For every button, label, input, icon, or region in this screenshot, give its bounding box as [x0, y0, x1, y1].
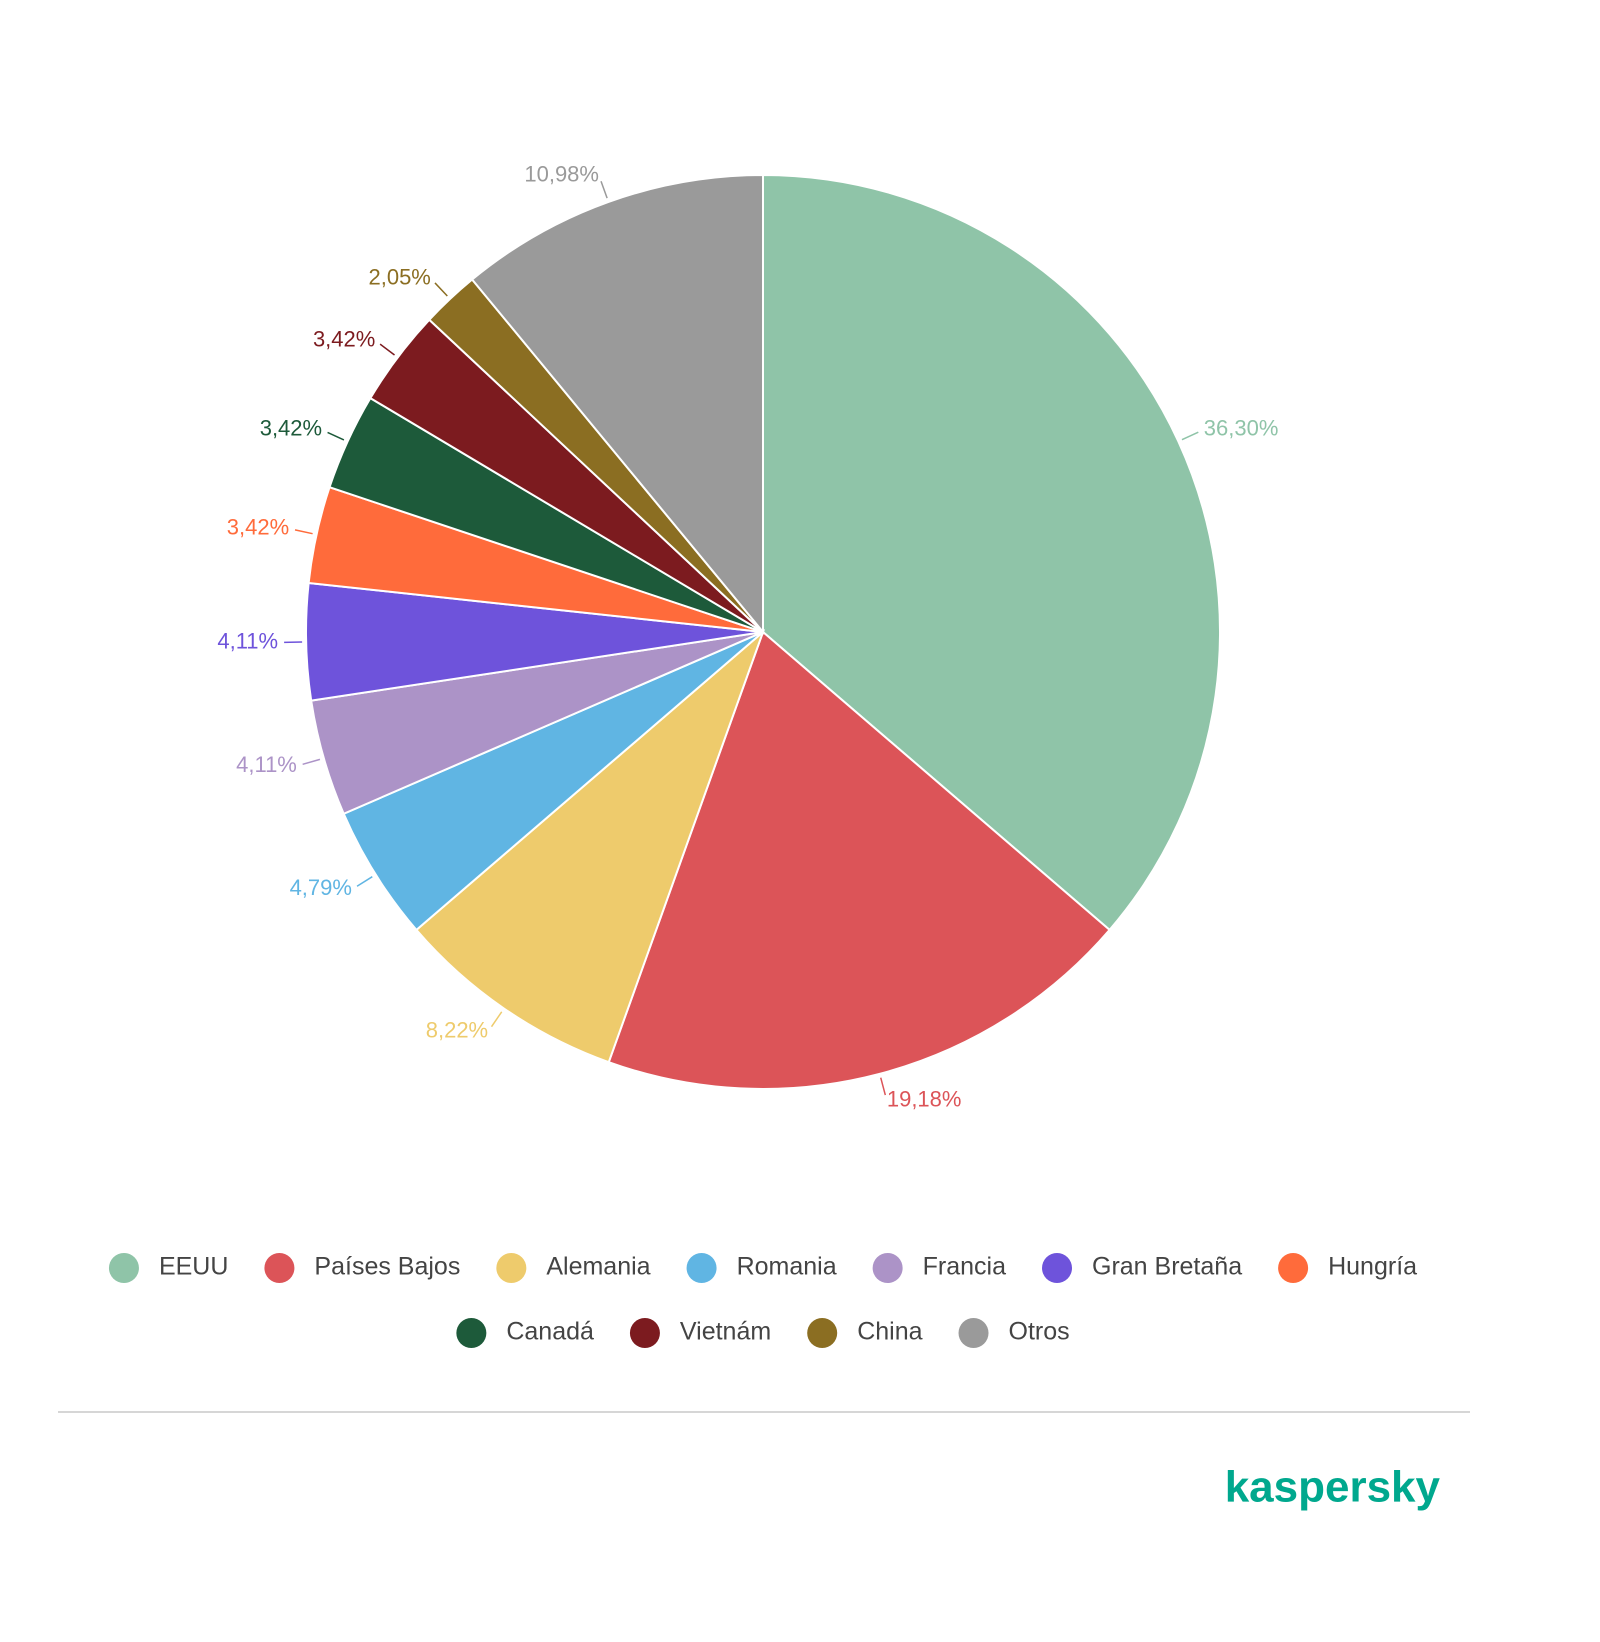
pie-slice	[470, 173, 764, 635]
pie-slice	[762, 173, 1221, 932]
legend-item: Otros	[958, 1318, 1070, 1348]
value-label: 8,22%	[426, 1017, 488, 1042]
legend-swatch	[629, 1318, 660, 1348]
legend-swatch	[1042, 1253, 1073, 1283]
legend-label: Alemania	[546, 1253, 650, 1281]
legend-item: Francia	[872, 1253, 1006, 1283]
legend-swatch	[686, 1253, 717, 1283]
value-label: 4,79%	[290, 875, 352, 900]
value-label: 10,98%	[524, 161, 599, 186]
legend-label: China	[857, 1318, 922, 1346]
legend-swatch	[958, 1318, 989, 1348]
leader-line	[600, 180, 608, 199]
logo: kaspersky	[1225, 1463, 1441, 1512]
leader-line	[379, 343, 395, 356]
value-label: 4,11%	[217, 628, 278, 653]
pie-slice	[415, 628, 766, 1064]
leader-line	[294, 529, 313, 535]
legend-item: China	[807, 1318, 923, 1348]
legend-label: Hungría	[1328, 1253, 1417, 1281]
legend-label: Francia	[923, 1253, 1006, 1281]
legend-swatch	[456, 1318, 487, 1348]
legend-label: EEUU	[159, 1253, 228, 1281]
leader-line	[434, 282, 448, 297]
value-label: 3,42%	[313, 326, 375, 351]
value-label: 3,42%	[227, 514, 289, 539]
legend-label: Países Bajos	[314, 1253, 460, 1281]
legend-item: Canadá	[456, 1318, 594, 1348]
legend-swatch	[807, 1318, 838, 1348]
pie-slice	[607, 630, 1111, 1090]
legend-item: Hungría	[1278, 1253, 1417, 1283]
legend-swatch	[1278, 1253, 1309, 1283]
leader-line	[356, 876, 373, 887]
legend-item: EEUU	[108, 1253, 228, 1283]
leader-line	[490, 1011, 503, 1028]
legend-item: Vietnám	[629, 1318, 771, 1348]
value-label: 3,42%	[260, 416, 322, 441]
value-label: 36,30%	[1204, 415, 1279, 440]
legend-item: Alemania	[496, 1253, 651, 1283]
legend-item: Romania	[686, 1253, 837, 1283]
leader-line	[302, 758, 321, 766]
leader-line	[327, 431, 345, 441]
leader-line	[1181, 431, 1199, 441]
value-label: 4,11%	[236, 752, 297, 777]
legend-item: Gran Bretaña	[1042, 1253, 1242, 1283]
legend-swatch	[872, 1253, 903, 1283]
value-label: 2,05%	[368, 264, 430, 289]
legend-label: Otros	[1009, 1318, 1070, 1346]
legend-label: Vietnám	[680, 1318, 771, 1346]
legend-item: Países Bajos	[264, 1253, 460, 1283]
legend-swatch	[108, 1253, 139, 1283]
legend-swatch	[264, 1253, 295, 1283]
leader-line	[880, 1077, 887, 1096]
legend-swatch	[496, 1253, 527, 1283]
legend-label: Canadá	[506, 1318, 594, 1346]
value-label: 19,18%	[887, 1087, 962, 1112]
legend-label: Gran Bretaña	[1092, 1253, 1242, 1281]
legend-label: Romania	[737, 1253, 837, 1281]
